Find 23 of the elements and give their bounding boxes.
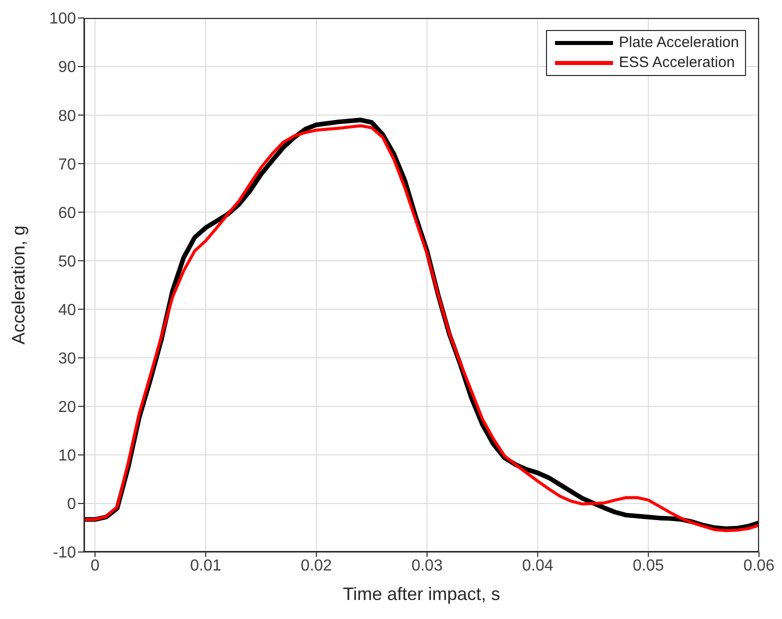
y-tick-label: 40 [58, 302, 76, 319]
y-axis-title: Acceleration, g [8, 225, 28, 345]
y-tick-label: 0 [67, 496, 76, 514]
y-tick-label: -10 [52, 544, 76, 562]
x-tick-label: 0 [90, 557, 100, 574]
y-tick-label: 70 [58, 156, 76, 174]
legend-label: ESS Acceleration [618, 53, 735, 73]
y-tick-label: 30 [58, 350, 76, 368]
x-tick-label: 0.04 [522, 557, 554, 574]
y-tick-label: 90 [58, 59, 76, 76]
y-tick-label: 50 [58, 253, 76, 270]
y-tick-label: 100 [49, 10, 76, 28]
legend-label: Plate Acceleration [618, 33, 739, 53]
x-axis-title: Time after impact, s [342, 584, 500, 604]
y-tick-label: 10 [58, 448, 76, 465]
x-tick-label: 0.03 [411, 557, 443, 574]
x-tick-label: 0.06 [743, 557, 775, 574]
x-tick-label: 0.01 [190, 557, 222, 574]
y-tick-label: 80 [58, 108, 76, 125]
x-tick-label: 0.05 [632, 557, 664, 574]
y-tick-label: 20 [58, 399, 76, 416]
y-tick-label: 60 [58, 204, 76, 222]
x-tick-label: 0.02 [300, 557, 332, 574]
